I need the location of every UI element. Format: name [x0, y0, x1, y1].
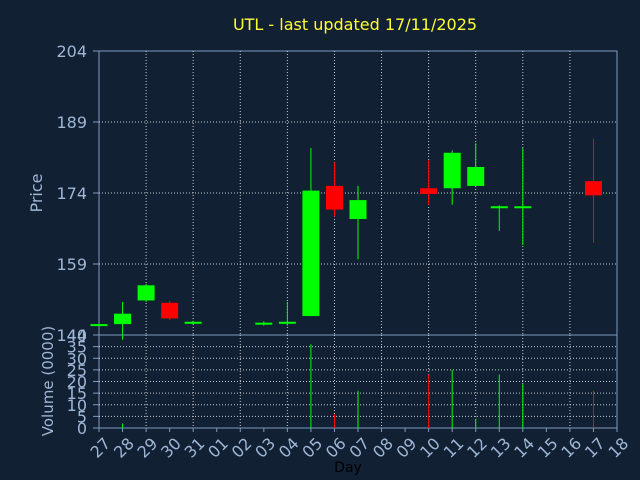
volume-y-tick-label: 30: [67, 349, 87, 368]
candle-body: [490, 206, 508, 209]
volume-y-max-label: 40: [67, 326, 87, 345]
price-grid: [93, 50, 617, 336]
volume-y-tick-label: 5: [77, 407, 87, 426]
volume-axis-label: Volume (0000): [39, 326, 57, 436]
candle-body: [278, 321, 296, 324]
candle-body: [349, 200, 367, 220]
x-tick-label: 18: [604, 434, 632, 462]
candle-body: [443, 152, 461, 189]
volume-y-tick-label: 35: [67, 338, 87, 357]
volume-y-tick-label: 15: [67, 384, 87, 403]
price-y-tick-label: 204: [56, 42, 87, 61]
chart-title: UTL - last updated 17/11/2025: [233, 15, 477, 34]
price-y-tick-label: 174: [56, 184, 87, 203]
candle-body: [90, 324, 108, 327]
candle-body: [255, 322, 273, 325]
candle-body: [114, 313, 132, 325]
candle-body: [325, 185, 343, 210]
volume-y-tick-label: 25: [67, 361, 87, 380]
x-tick-labels: 2728293031010203040506070809101112131415…: [86, 428, 632, 462]
candle-body: [184, 321, 202, 324]
candle-body: [467, 166, 485, 186]
price-y-tick-labels: 204 189 174 159 144: [56, 42, 87, 345]
volume-y-tick-label: 0: [77, 419, 87, 438]
candle-body: [302, 190, 320, 317]
candle-body: [137, 285, 155, 301]
volume-grid: [93, 335, 617, 429]
candle-body: [514, 206, 532, 209]
volume-y-tick-label: 20: [67, 373, 87, 392]
candle-body: [420, 188, 438, 194]
candlestick-series: [90, 138, 602, 340]
x-axis-label: Day: [334, 460, 362, 476]
volume-y-tick-label: 10: [67, 396, 87, 415]
price-y-tick-label: 189: [56, 113, 87, 132]
candle-body: [584, 181, 602, 196]
price-y-tick-label: 159: [56, 255, 87, 274]
price-y-tick-label: 144: [56, 326, 87, 345]
price-axis-label: Price: [27, 173, 46, 212]
candle-body: [161, 302, 179, 319]
volume-bar-series: [122, 344, 594, 428]
